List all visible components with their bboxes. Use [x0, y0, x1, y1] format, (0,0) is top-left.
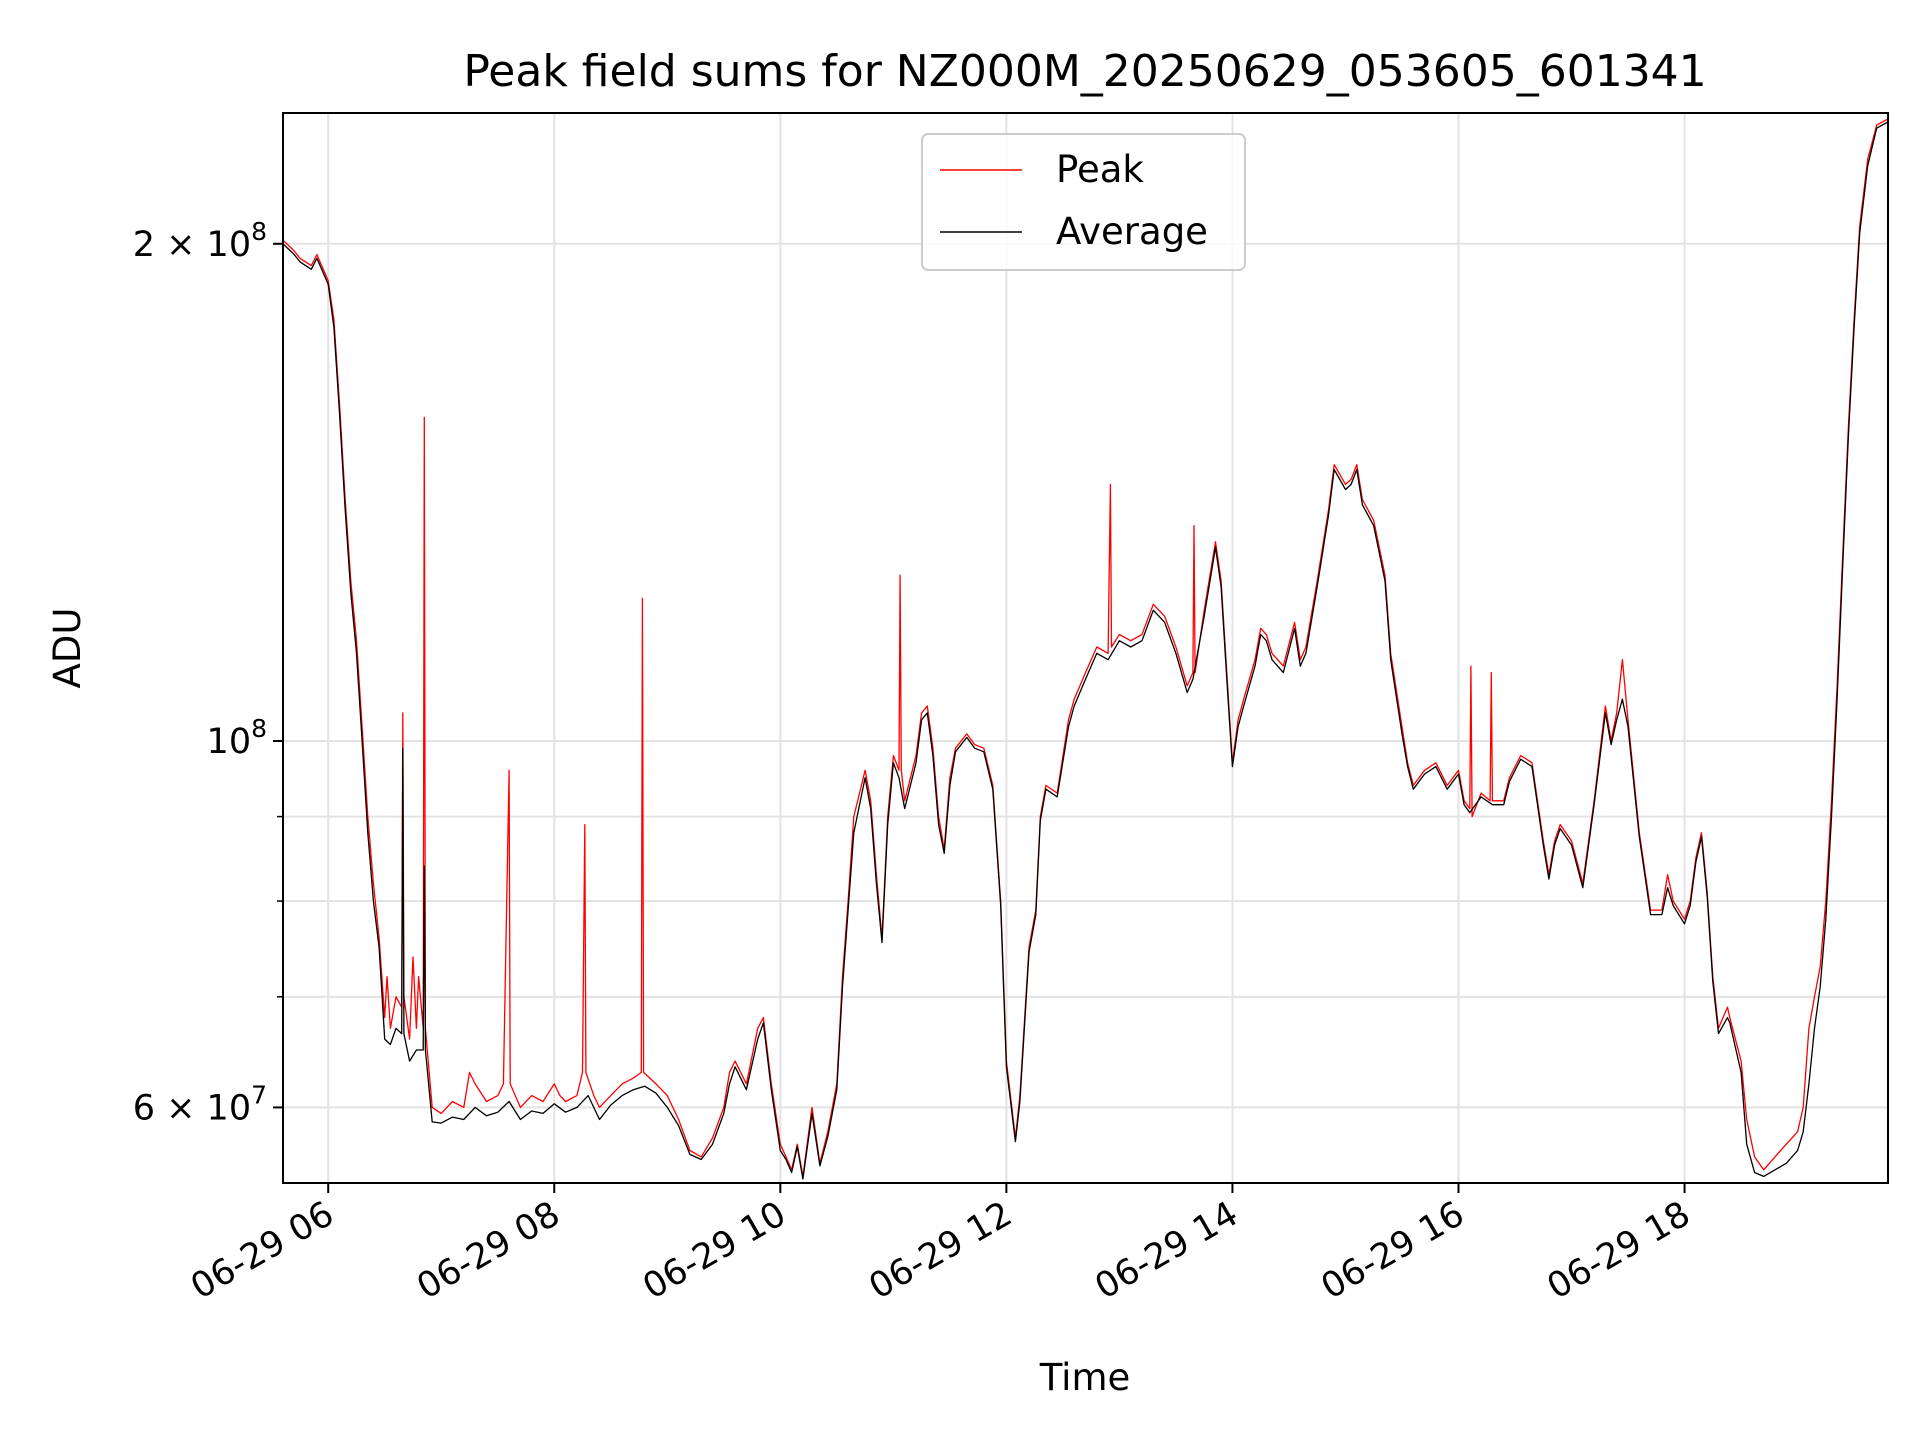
chart-title: Peak field sums for NZ000M_20250629_0536… — [463, 46, 1706, 97]
y-axis-label: ADU — [46, 608, 89, 689]
legend-box — [921, 133, 1246, 271]
legend-label-average: Average — [1056, 210, 1208, 253]
series-line-average — [283, 121, 1888, 1180]
grid — [283, 113, 1888, 1183]
plot-lines — [283, 118, 1888, 1180]
y-tick-label: 6 × 107 — [133, 1080, 267, 1128]
x-axis-label: Time — [1039, 1356, 1131, 1399]
legend-label-peak: Peak — [1056, 148, 1144, 191]
plot-frame — [282, 112, 1889, 1184]
legend: Peak Average — [921, 133, 1246, 271]
y-tick-label: 2 × 108 — [133, 217, 267, 265]
